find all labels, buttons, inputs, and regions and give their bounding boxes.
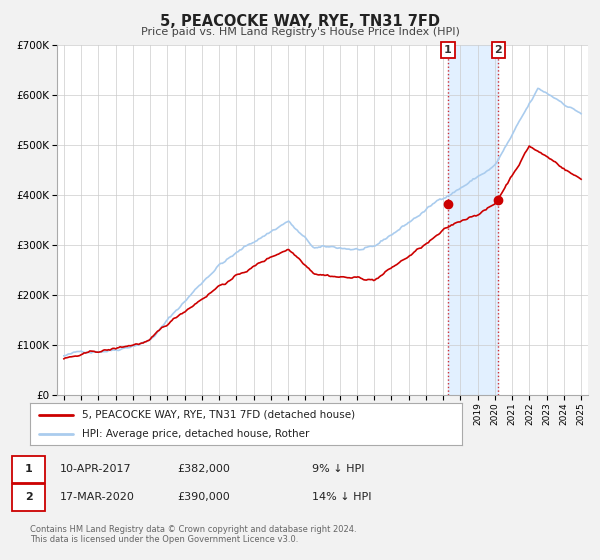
Text: 5, PEACOCKE WAY, RYE, TN31 7FD (detached house): 5, PEACOCKE WAY, RYE, TN31 7FD (detached… <box>82 409 355 419</box>
Text: HPI: Average price, detached house, Rother: HPI: Average price, detached house, Roth… <box>82 429 309 439</box>
Text: £390,000: £390,000 <box>177 492 230 502</box>
Text: 10-APR-2017: 10-APR-2017 <box>60 464 131 474</box>
Text: 17-MAR-2020: 17-MAR-2020 <box>60 492 135 502</box>
Text: Price paid vs. HM Land Registry's House Price Index (HPI): Price paid vs. HM Land Registry's House … <box>140 27 460 37</box>
Text: 9% ↓ HPI: 9% ↓ HPI <box>312 464 365 474</box>
Text: 1: 1 <box>444 45 452 55</box>
Text: 2: 2 <box>494 45 502 55</box>
Text: 14% ↓ HPI: 14% ↓ HPI <box>312 492 371 502</box>
Text: £382,000: £382,000 <box>177 464 230 474</box>
Bar <box>448 45 499 395</box>
Text: 2: 2 <box>25 492 32 502</box>
Text: Contains HM Land Registry data © Crown copyright and database right 2024.: Contains HM Land Registry data © Crown c… <box>30 525 356 534</box>
Text: 1: 1 <box>25 464 32 474</box>
Text: This data is licensed under the Open Government Licence v3.0.: This data is licensed under the Open Gov… <box>30 534 298 544</box>
Text: 5, PEACOCKE WAY, RYE, TN31 7FD: 5, PEACOCKE WAY, RYE, TN31 7FD <box>160 14 440 29</box>
